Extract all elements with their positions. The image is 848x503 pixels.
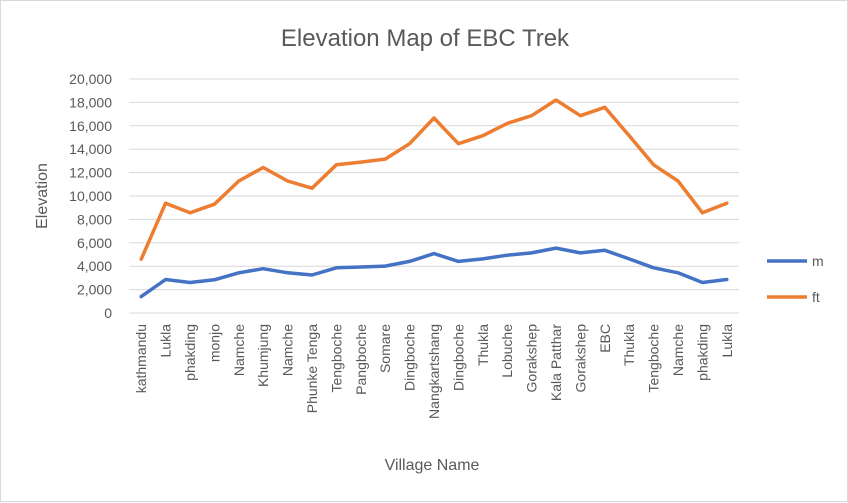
x-tick-label: Lukla [158,324,174,358]
x-tick-label: Tengboche [646,324,662,393]
y-tick-label: 6,000 [77,235,112,251]
x-tick-label: Khumjung [255,324,271,387]
series-line-m [139,246,729,299]
y-axis-label: Elevation [34,163,51,229]
x-tick-label: Nangkartshang [426,324,442,419]
legend-label-ft: ft [812,289,820,305]
x-tick-label: Tengboche [328,324,344,393]
x-axis-ticks: kathmandu Lukla phakding monjo Namche Khumjun… [133,324,735,419]
x-tick-label: Dingboche [402,324,418,391]
x-tick-label: Namche [670,324,686,376]
y-tick-label: 2,000 [77,282,112,298]
x-tick-label: phakding [182,324,198,381]
y-tick-label: 18,000 [69,94,112,110]
y-tick-label: 16,000 [69,118,112,134]
y-tick-label: 10,000 [69,188,112,204]
y-tick-label: 4,000 [77,258,112,274]
series-line-ft [139,98,729,261]
y-tick-label: 8,000 [77,211,112,227]
y-tick-label: 14,000 [69,141,112,157]
x-axis-label: Village Name [385,457,480,474]
series-lines [139,98,729,299]
x-tick-label: Namche [280,324,296,376]
x-tick-label: kathmandu [133,324,149,393]
x-tick-label: EBC [597,324,613,353]
x-tick-label: phakding [694,324,710,381]
gridlines [129,78,739,314]
legend-label-m: m [812,253,824,269]
x-tick-label: Thukla [475,324,491,366]
y-axis-ticks: 0 2,000 4,000 6,000 8,000 10,000 12,000 14,000 1… [69,71,112,321]
legend: m ft [767,253,824,305]
y-tick-label: 12,000 [69,165,112,181]
x-tick-label: Dingboche [450,324,466,391]
x-tick-label: Kala Patthar [548,324,564,401]
x-tick-label: Lobuche [499,324,515,378]
y-tick-label: 0 [104,305,112,321]
x-tick-label: Thukla [621,324,637,366]
x-tick-label: Namche [231,324,247,376]
x-tick-label: Pangboche [353,324,369,395]
chart-title: Elevation Map of EBC Trek [281,25,570,52]
y-tick-label: 20,000 [69,71,112,87]
x-tick-label: Gorakshep [524,324,540,393]
x-tick-label: monjo [206,324,222,362]
x-tick-label: Gorakshep [572,324,588,393]
x-tick-label: Phunke Tenga [304,324,320,413]
x-tick-label: Lukla [719,324,735,358]
x-tick-label: Somare [377,324,393,373]
